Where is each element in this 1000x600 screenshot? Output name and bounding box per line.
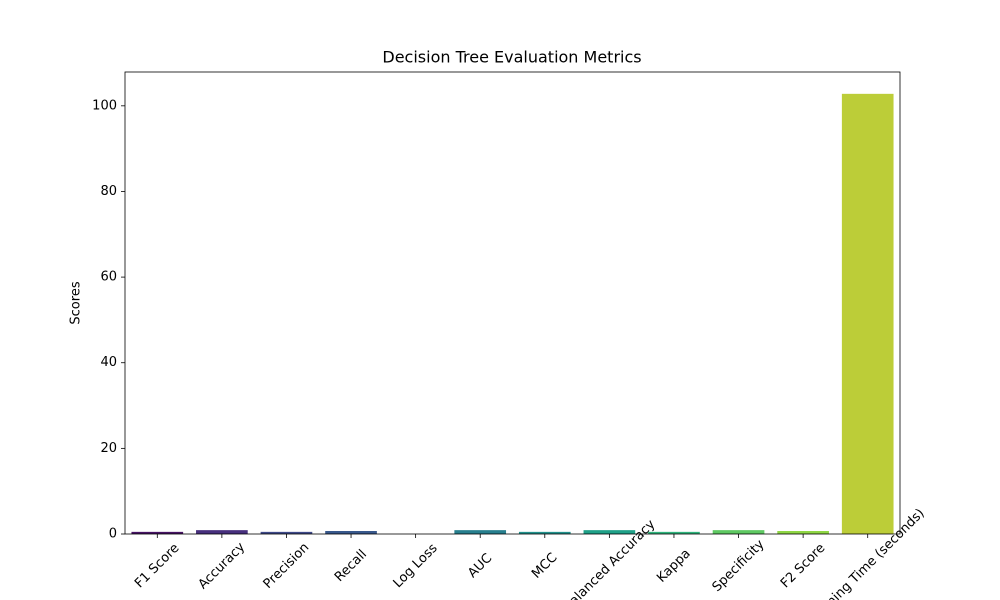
y-tick-label: 20 xyxy=(100,441,117,456)
bar xyxy=(325,531,377,534)
y-tick-label: 40 xyxy=(100,355,117,370)
bar xyxy=(454,530,507,534)
bar xyxy=(841,93,894,534)
chart-title: Decision Tree Evaluation Metrics xyxy=(382,48,641,67)
bar xyxy=(648,531,700,534)
y-tick-label: 60 xyxy=(100,270,117,285)
bar xyxy=(196,530,248,534)
y-tick-label: 80 xyxy=(100,184,117,199)
y-tick-label: 0 xyxy=(109,527,117,542)
bar xyxy=(518,531,571,534)
bar xyxy=(712,530,765,534)
bar xyxy=(583,530,636,534)
y-tick-label: 100 xyxy=(92,98,117,113)
plot-frame xyxy=(124,71,901,535)
bar xyxy=(131,531,184,534)
y-axis-label: Scores xyxy=(69,281,84,324)
bar xyxy=(777,531,829,534)
bar xyxy=(260,531,313,534)
